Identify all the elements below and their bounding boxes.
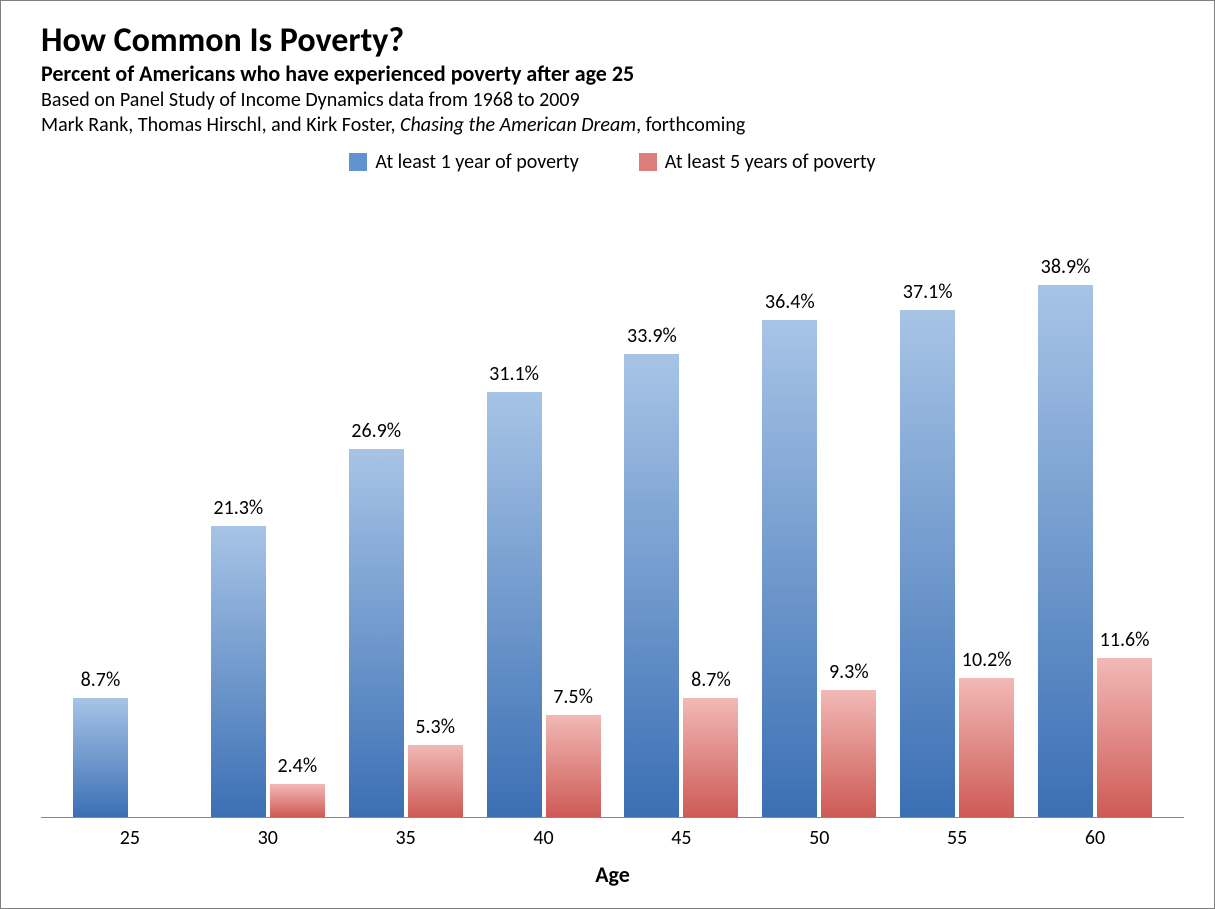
- bar-value-label: 5.3%: [415, 715, 455, 739]
- bar-group: 21.3%2.4%: [211, 526, 325, 817]
- bar-1yr: 26.9%: [349, 449, 404, 817]
- bar-5yr: 2.4%: [270, 784, 325, 817]
- bar-1yr: 37.1%: [900, 310, 955, 817]
- bar-value-label: 37.1%: [903, 280, 953, 304]
- x-tick-label: 40: [533, 826, 553, 850]
- legend-swatch-5yr: [639, 153, 657, 171]
- bar-5yr: 9.3%: [821, 690, 876, 817]
- chart-title: How Common Is Poverty?: [41, 21, 1184, 60]
- bar-1yr: 38.9%: [1038, 285, 1093, 817]
- legend-item-5yr: At least 5 years of poverty: [639, 150, 876, 174]
- x-axis: Age 25 30 35 40 45 50 55 60: [41, 818, 1184, 888]
- bar-value-label: 31.1%: [489, 362, 539, 386]
- bar-group: 26.9%5.3%: [349, 449, 463, 817]
- bar-value-label: 10.2%: [962, 648, 1012, 672]
- bar-value-label: 8.7%: [81, 668, 121, 692]
- x-tick-label: 55: [947, 826, 967, 850]
- bar-value-label: 2.4%: [278, 754, 318, 778]
- bar-value-label: 33.9%: [627, 324, 677, 348]
- x-tick-label: 50: [809, 826, 829, 850]
- bar-group: 33.9%8.7%: [624, 354, 738, 817]
- bar-value-label: 38.9%: [1041, 255, 1091, 279]
- x-tick-label: 25: [120, 826, 140, 850]
- bar-1yr: 8.7%: [73, 698, 128, 817]
- chart-subtitle: Percent of Americans who have experience…: [41, 60, 1184, 88]
- chart-frame: How Common Is Poverty? Percent of Americ…: [0, 0, 1215, 909]
- bar-value-label: 26.9%: [351, 419, 401, 443]
- chart-note-1: Based on Panel Study of Income Dynamics …: [41, 88, 1184, 113]
- bar-value-label: 8.7%: [691, 668, 731, 692]
- bar-value-label: 36.4%: [765, 290, 815, 314]
- bar-group: 31.1%7.5%: [487, 392, 601, 817]
- bar-group: 8.7%: [73, 698, 187, 817]
- chart-note-2: Mark Rank, Thomas Hirschl, and Kirk Fost…: [41, 113, 1184, 138]
- legend: At least 1 year of poverty At least 5 ye…: [41, 150, 1184, 174]
- bar-5yr: 8.7%: [683, 698, 738, 817]
- bar-5yr: 7.5%: [546, 715, 601, 818]
- bar-5yr: 10.2%: [959, 678, 1014, 817]
- legend-label-5yr: At least 5 years of poverty: [665, 150, 876, 174]
- plot-area: 8.7%21.3%2.4%26.9%5.3%31.1%7.5%33.9%8.7%…: [41, 202, 1184, 818]
- bar-group: 37.1%10.2%: [900, 310, 1014, 817]
- x-tick-label: 30: [258, 826, 278, 850]
- x-tick-label: 60: [1085, 826, 1105, 850]
- plot-wrap: 8.7%21.3%2.4%26.9%5.3%31.1%7.5%33.9%8.7%…: [41, 202, 1184, 888]
- bar-1yr: 21.3%: [211, 526, 266, 817]
- bar-1yr: 33.9%: [624, 354, 679, 817]
- bar-value-label: 11.6%: [1100, 628, 1150, 652]
- bar-value-label: 9.3%: [829, 660, 869, 684]
- legend-swatch-1yr: [349, 153, 367, 171]
- x-tick-label: 35: [396, 826, 416, 850]
- bar-5yr: 5.3%: [408, 745, 463, 817]
- bar-value-label: 21.3%: [213, 496, 263, 520]
- bar-1yr: 36.4%: [762, 320, 817, 817]
- note2-prefix: Mark Rank, Thomas Hirschl, and Kirk Fost…: [41, 113, 400, 137]
- bar-value-label: 7.5%: [553, 685, 593, 709]
- x-tick-label: 45: [671, 826, 691, 850]
- note2-suffix: , forthcoming: [636, 113, 745, 137]
- x-axis-label: Age: [595, 861, 630, 888]
- legend-label-1yr: At least 1 year of poverty: [375, 150, 578, 174]
- bar-1yr: 31.1%: [487, 392, 542, 817]
- bar-group: 36.4%9.3%: [762, 320, 876, 817]
- legend-item-1yr: At least 1 year of poverty: [349, 150, 578, 174]
- note2-italic: Chasing the American Dream: [400, 113, 636, 137]
- bar-group: 38.9%11.6%: [1038, 285, 1152, 817]
- bar-5yr: 11.6%: [1097, 658, 1152, 817]
